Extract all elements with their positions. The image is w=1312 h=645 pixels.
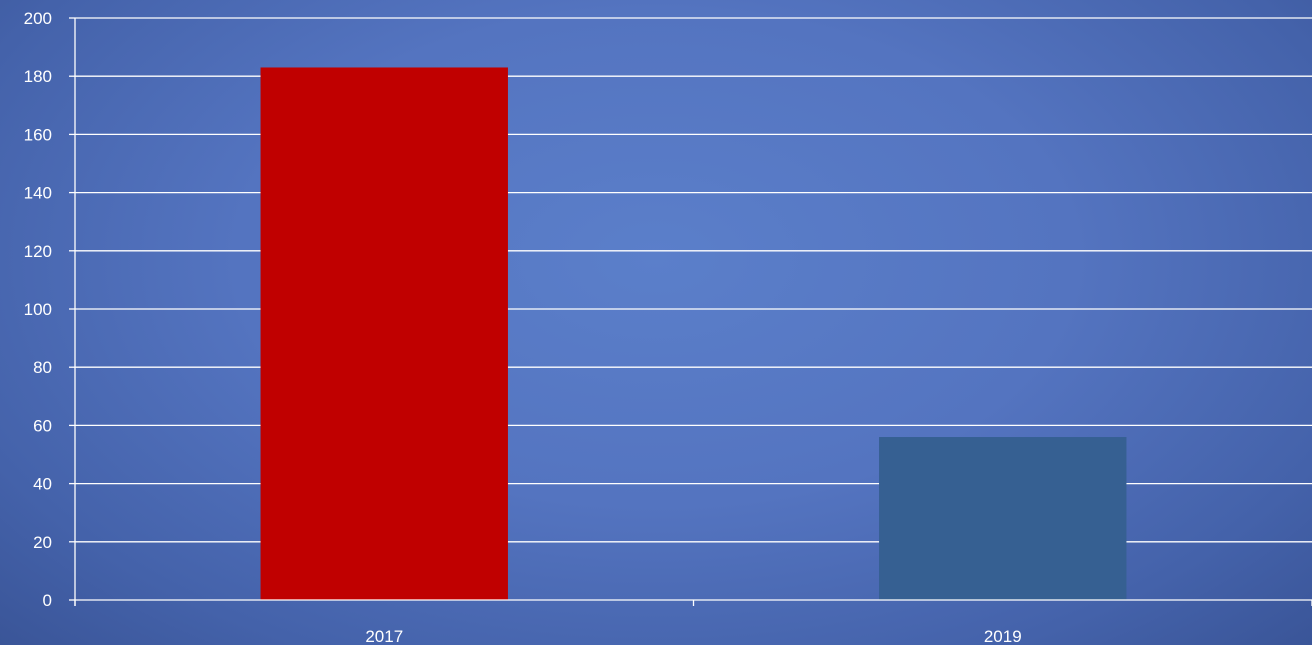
bar-2019 xyxy=(879,437,1127,600)
bar-2017 xyxy=(260,67,508,601)
y-tick-label: 180 xyxy=(24,67,52,86)
tick-labels: 0 20 40 60 80 100 120 140 160 180 200 2017 2019 xyxy=(24,9,1022,645)
y-tick-label: 200 xyxy=(24,9,52,28)
y-tick-label: 0 xyxy=(43,591,52,610)
y-tick-label: 100 xyxy=(24,300,52,319)
y-tick-label: 120 xyxy=(24,242,52,261)
y-tick-label: 160 xyxy=(24,125,52,144)
x-tick-label: 2019 xyxy=(984,627,1022,645)
y-tick-label: 80 xyxy=(33,358,52,377)
x-tick-label: 2017 xyxy=(365,627,403,645)
axes xyxy=(69,17,1312,606)
y-tick-label: 20 xyxy=(33,533,52,552)
y-tick-label: 60 xyxy=(33,416,52,435)
y-tick-label: 140 xyxy=(24,184,52,203)
bars xyxy=(260,67,1127,601)
y-tick-label: 40 xyxy=(33,475,52,494)
